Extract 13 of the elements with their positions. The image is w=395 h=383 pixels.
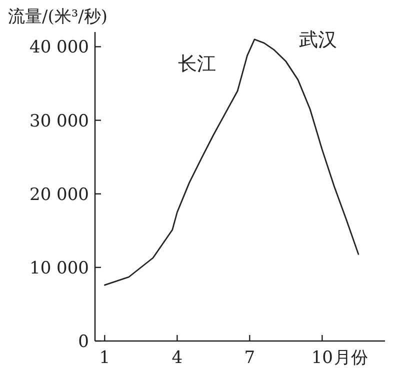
ytick: 10 000 (30, 258, 89, 278)
ytick: 30 000 (30, 111, 89, 132)
annotation: 武汉 (299, 29, 337, 51)
ylabel: 流量/(米³/秒) (8, 7, 108, 27)
ytick: 0 (78, 332, 89, 352)
ytick: 40 000 (30, 38, 89, 58)
xtick: 4 (172, 348, 183, 368)
xtick: 7 (244, 348, 256, 368)
xtick: 10 (311, 348, 333, 368)
ytick: 20 000 (30, 184, 89, 205)
xlabel: 月份 (334, 348, 368, 368)
xtick: 1 (99, 348, 110, 368)
annotation: 长江 (178, 53, 216, 75)
